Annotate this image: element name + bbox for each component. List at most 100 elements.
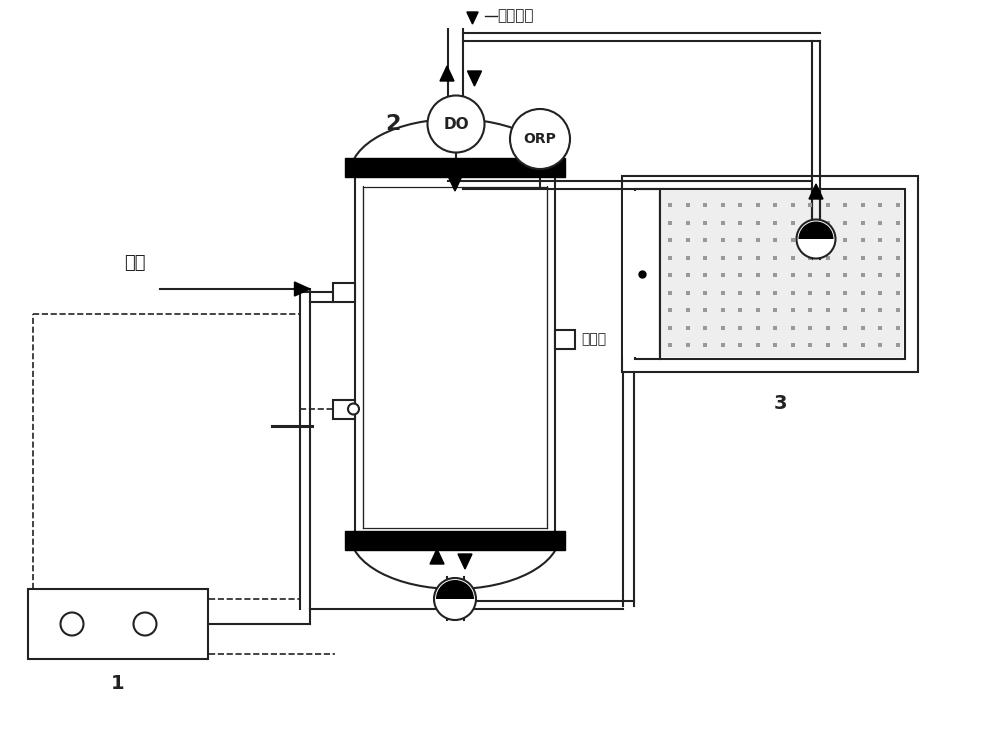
Ellipse shape [382,464,398,478]
Ellipse shape [415,500,427,521]
Ellipse shape [371,210,385,223]
Ellipse shape [428,256,440,268]
Ellipse shape [423,249,441,263]
Circle shape [61,612,84,635]
Ellipse shape [452,415,466,427]
Polygon shape [458,554,472,569]
Bar [335,385,595,535]
Ellipse shape [408,309,421,321]
Circle shape [434,578,476,620]
Ellipse shape [466,452,479,466]
Ellipse shape [371,336,385,353]
Ellipse shape [364,186,378,201]
Ellipse shape [436,315,447,330]
Ellipse shape [455,238,472,252]
Circle shape [134,612,157,635]
Ellipse shape [408,289,421,302]
Ellipse shape [369,228,379,240]
Ellipse shape [422,467,439,484]
Bar [438,118,473,127]
Ellipse shape [506,401,520,415]
Text: 2: 2 [385,114,401,134]
Ellipse shape [506,424,520,437]
Ellipse shape [453,211,468,226]
Polygon shape [430,549,444,564]
Ellipse shape [531,367,545,376]
Ellipse shape [466,235,479,248]
Ellipse shape [425,339,436,348]
Ellipse shape [422,481,436,494]
Ellipse shape [495,449,506,459]
Ellipse shape [476,298,487,312]
Ellipse shape [478,502,492,515]
Ellipse shape [410,425,421,435]
Ellipse shape [504,437,513,450]
Ellipse shape [467,238,481,249]
Ellipse shape [393,189,409,204]
Ellipse shape [477,424,494,442]
Ellipse shape [432,382,448,397]
Polygon shape [809,184,823,199]
Bar [333,400,355,419]
Ellipse shape [466,484,477,495]
Ellipse shape [501,194,517,209]
Ellipse shape [371,342,382,357]
Ellipse shape [533,216,546,234]
Text: 1: 1 [111,674,125,693]
Ellipse shape [413,197,423,209]
Ellipse shape [438,318,451,332]
Ellipse shape [454,363,470,377]
Ellipse shape [394,393,406,408]
Ellipse shape [452,193,466,208]
Ellipse shape [391,272,403,282]
Ellipse shape [465,208,477,219]
Ellipse shape [436,518,449,529]
Ellipse shape [447,243,463,260]
Ellipse shape [425,220,442,234]
Ellipse shape [402,292,413,306]
Ellipse shape [399,219,407,231]
Ellipse shape [498,271,511,283]
Ellipse shape [518,483,536,500]
Ellipse shape [443,185,451,205]
Ellipse shape [424,331,441,345]
Ellipse shape [502,467,513,479]
Ellipse shape [479,314,493,328]
Ellipse shape [376,419,390,432]
Ellipse shape [421,475,434,496]
Text: 3: 3 [773,394,787,413]
Ellipse shape [501,243,521,256]
Ellipse shape [439,517,453,529]
Ellipse shape [523,356,535,368]
Ellipse shape [398,253,405,266]
Ellipse shape [367,235,379,253]
Ellipse shape [500,420,514,429]
Ellipse shape [475,246,493,263]
Ellipse shape [510,487,523,501]
Ellipse shape [380,330,391,339]
Ellipse shape [527,207,538,221]
Ellipse shape [530,469,540,490]
Ellipse shape [494,404,512,417]
Ellipse shape [496,330,509,343]
Ellipse shape [387,349,399,362]
Ellipse shape [384,516,395,527]
Ellipse shape [447,499,460,512]
Bar [623,191,658,357]
Ellipse shape [514,226,528,240]
Ellipse shape [527,342,540,356]
Circle shape [348,403,359,414]
Circle shape [428,95,484,153]
Ellipse shape [446,481,454,497]
Ellipse shape [506,498,519,516]
Ellipse shape [433,361,447,375]
Ellipse shape [421,477,438,496]
Ellipse shape [523,445,535,455]
Ellipse shape [484,208,500,228]
Ellipse shape [497,180,510,200]
Ellipse shape [451,217,467,234]
Ellipse shape [449,371,461,382]
Ellipse shape [436,497,448,513]
Ellipse shape [426,273,438,286]
Ellipse shape [514,241,533,257]
